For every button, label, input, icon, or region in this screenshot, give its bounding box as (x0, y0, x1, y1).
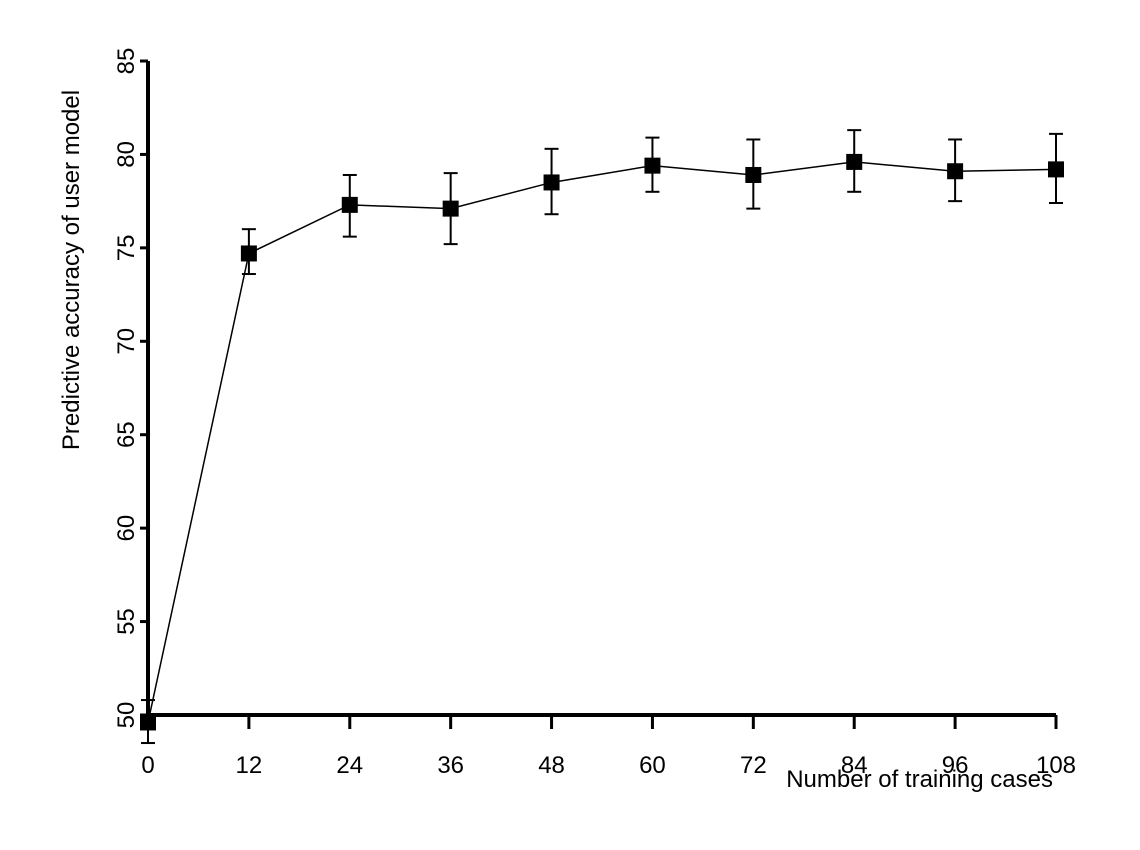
y-tick-label: 60 (113, 515, 140, 542)
x-tick-label: 72 (740, 752, 767, 779)
x-tick-label: 84 (841, 752, 868, 779)
x-tick-label: 0 (141, 752, 154, 779)
data-point-marker (240, 245, 257, 262)
data-point-marker (1048, 161, 1064, 178)
data-point-marker (745, 166, 762, 183)
x-tick-label: 96 (942, 752, 969, 779)
y-tick-label: 85 (113, 48, 140, 75)
data-point-marker (442, 200, 459, 217)
data-point-marker (140, 714, 156, 731)
x-tick-label: 24 (336, 752, 363, 779)
x-tick-label: 12 (236, 752, 263, 779)
y-tick-label: 80 (113, 141, 140, 168)
chart-axes: 50 55 60 65 70 75 80 85 0 12 24 36 48 60 72 84 96 108 (113, 48, 1076, 779)
y-axis-title: Predictive accuracy of user model (58, 90, 85, 450)
data-point-marker (947, 163, 964, 180)
y-tick-label: 50 (113, 702, 140, 729)
series-line (147, 161, 1057, 723)
x-axis-title: Number of training cases (786, 766, 1053, 793)
data-point-marker (341, 196, 358, 213)
x-tick-label: 48 (538, 752, 565, 779)
x-tick-label: 36 (437, 752, 464, 779)
x-tick-label: 108 (1036, 752, 1076, 779)
data-point-marker (846, 153, 863, 170)
x-tick-label: 60 (639, 752, 666, 779)
y-tick-label: 70 (113, 328, 140, 355)
y-tick-label: 55 (113, 608, 140, 635)
data-point-marker (644, 157, 661, 174)
y-tick-label: 75 (113, 235, 140, 262)
chart-series (140, 129, 1064, 745)
data-point-marker (543, 174, 560, 191)
y-tick-label: 65 (113, 421, 140, 448)
